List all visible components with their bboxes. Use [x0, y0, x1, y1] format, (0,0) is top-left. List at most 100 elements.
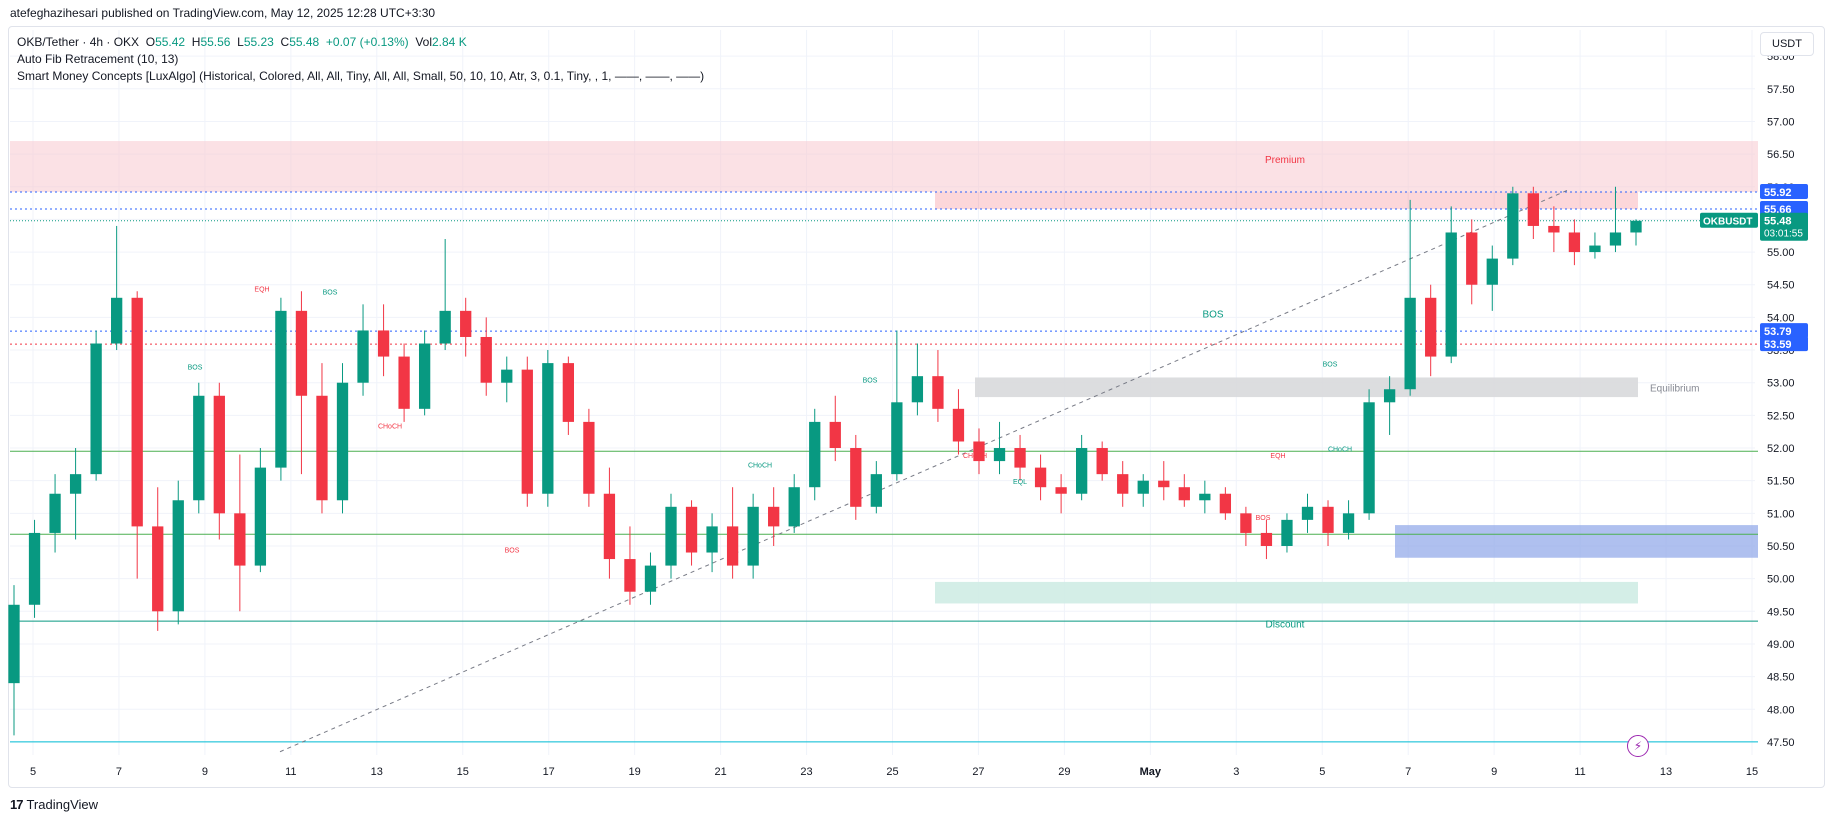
candle-body — [952, 408, 965, 442]
y-tick-label: 57.50 — [1767, 84, 1795, 96]
candle-body — [829, 421, 841, 449]
low-label: L — [237, 35, 244, 49]
x-tick-label: 15 — [1746, 766, 1758, 778]
structure-label: EQH — [254, 286, 269, 293]
x-tick-label: 27 — [972, 766, 984, 778]
candle-body — [1199, 493, 1211, 501]
candle-body — [172, 500, 184, 612]
structure-label: CHoCH — [378, 423, 402, 430]
candle-body — [562, 363, 575, 422]
symbol-tag-box — [1700, 212, 1758, 228]
x-tick-label: 7 — [1405, 766, 1411, 778]
candle-body — [521, 369, 533, 494]
x-tick-label: 19 — [629, 766, 641, 778]
candle-body — [8, 604, 20, 684]
candle-body — [644, 565, 657, 592]
y-tick-label: 52.00 — [1767, 443, 1795, 455]
indicator-smc[interactable]: Smart Money Concepts [LuxAlgo] (Historic… — [17, 69, 705, 83]
candle-body — [1260, 532, 1273, 546]
candle-body — [1548, 225, 1560, 233]
x-tick-label: 5 — [1319, 766, 1325, 778]
candle-body — [1117, 474, 1129, 494]
structure-label: EQL — [1013, 479, 1027, 486]
candle-body — [439, 310, 451, 344]
currency-button[interactable]: USDT — [1760, 32, 1814, 56]
x-tick-label: 23 — [800, 766, 812, 778]
y-tick-label: 50.50 — [1767, 541, 1795, 553]
y-tick-label: 54.00 — [1767, 312, 1795, 324]
tradingview-logo-icon: 17 — [10, 797, 24, 812]
candle-body — [603, 493, 616, 560]
structure-label: CHoCH — [1328, 446, 1352, 453]
candle-body — [1527, 193, 1539, 226]
candle-body — [1589, 245, 1601, 253]
x-tick-label: 13 — [1660, 766, 1672, 778]
chart-legend: OKB/Tether · 4h · OKX O55.42 H55.56 L55.… — [17, 34, 704, 85]
candle-body — [850, 448, 862, 507]
candle-body — [234, 513, 246, 566]
x-tick-label: 25 — [886, 766, 898, 778]
candle-body — [1466, 232, 1478, 285]
x-tick-label: 11 — [285, 766, 296, 778]
candle-body — [1363, 402, 1375, 514]
fib-trend-line — [279, 189, 1569, 753]
open-value: 55.42 — [155, 35, 186, 49]
candle-body — [1075, 448, 1088, 494]
y-tick-label: 49.00 — [1767, 639, 1795, 651]
candle-body — [1342, 513, 1355, 533]
volume-value: 2.84 K — [432, 35, 467, 49]
candle-body — [1137, 480, 1149, 494]
x-tick-label: 29 — [1058, 766, 1070, 778]
y-tick-label: 54.50 — [1767, 280, 1795, 292]
volume-label: Vol — [415, 35, 432, 49]
candle-body — [418, 343, 431, 409]
y-tick-label: 49.50 — [1767, 606, 1795, 618]
high-label: H — [191, 35, 201, 49]
structure-label: EQH — [1270, 453, 1285, 460]
open-label: O — [145, 35, 156, 49]
candle-body — [891, 402, 903, 475]
candle-body — [768, 506, 780, 527]
candle-body — [1096, 448, 1108, 475]
y-tick-label: 50.00 — [1767, 574, 1795, 586]
candle-body — [685, 506, 698, 553]
candle-body — [1425, 297, 1437, 357]
y-tick-label: 55.00 — [1767, 247, 1795, 259]
structure-label: BOS — [1323, 361, 1338, 368]
candle-body — [1507, 193, 1519, 259]
x-tick-label: 21 — [714, 766, 726, 778]
price-label-box — [1760, 212, 1808, 241]
y-tick-label: 48.50 — [1767, 672, 1795, 684]
candle-body — [706, 526, 718, 553]
footer: 17 TradingView — [10, 797, 98, 812]
structure-label: CHoCH — [963, 453, 987, 460]
zone-label: Premium — [1265, 155, 1305, 166]
indicator-fib[interactable]: Auto Fib Retracement (10, 13) — [17, 52, 179, 66]
x-tick-label: 17 — [543, 766, 555, 778]
price-label: 55.48 — [1764, 216, 1792, 228]
candle-body — [480, 336, 492, 383]
x-tick-label: May — [1140, 766, 1162, 778]
candle-body — [1158, 480, 1170, 488]
structure-label: BOS — [863, 378, 878, 385]
symbol-tag: OKBUSDT — [1703, 217, 1752, 228]
candle-body — [1609, 232, 1622, 246]
high-value: 55.56 — [200, 35, 231, 49]
candle-body — [213, 395, 225, 514]
zone-box — [1395, 525, 1758, 558]
price-label-box — [1760, 336, 1808, 352]
structure-label: CHoCH — [748, 463, 772, 470]
candle-body — [1281, 519, 1293, 546]
candle-body — [69, 474, 82, 494]
candle-body — [911, 376, 924, 403]
candle-body — [254, 467, 267, 566]
lightning-icon[interactable]: ⚡ — [1627, 735, 1649, 757]
candle-body — [295, 310, 308, 396]
y-tick-label: 51.50 — [1767, 476, 1795, 488]
candle-body — [726, 526, 739, 566]
symbol-label[interactable]: OKB/Tether · 4h · OKX — [17, 35, 140, 49]
candle-body — [1034, 467, 1047, 488]
zone-box — [975, 377, 1638, 398]
price-label: 53.59 — [1764, 339, 1792, 351]
